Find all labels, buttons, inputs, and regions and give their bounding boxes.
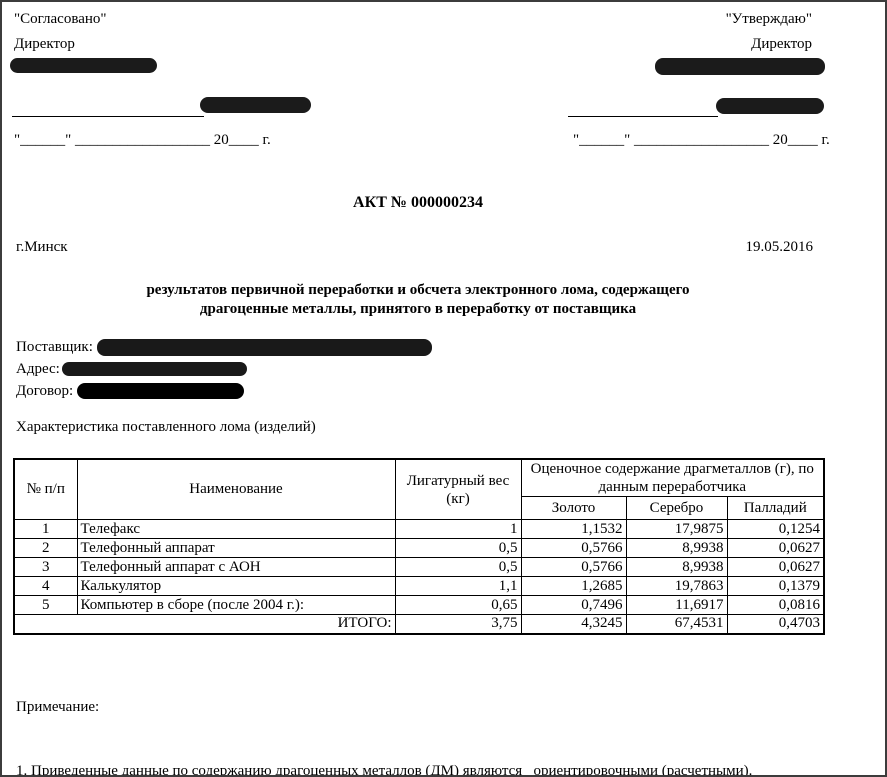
cell-palladium: 0,0627: [726, 538, 825, 558]
address-redaction-bar: [61, 362, 247, 376]
cell-name: Телефонный аппарат с АОН: [76, 557, 396, 577]
total-weight: 3,75: [394, 614, 522, 634]
table-row: 3 Телефонный аппарат с АОН 0,5 0,5766 8,…: [13, 557, 825, 577]
col-header-num: № п/п: [13, 458, 78, 520]
signature-line-right: [568, 102, 718, 117]
signature-header: "Согласовано" Директор "______" ________…: [2, 2, 885, 162]
redaction-bar-right-position: [716, 98, 824, 114]
cell-silver: 19,7863: [625, 576, 728, 596]
cell-gold: 1,1532: [520, 519, 627, 539]
city-label: г.Минск: [16, 239, 68, 255]
cell-name: Компьютер в сборе (после 2004 г.):: [76, 595, 396, 615]
date-blank-right: "______" __________________ 20____ г.: [573, 132, 830, 148]
cell-gold: 0,5766: [520, 557, 627, 577]
cell-gold: 0,7496: [520, 595, 627, 615]
cell-num: 4: [13, 576, 78, 596]
col-header-weight: Лигатурный вес (кг): [394, 458, 522, 520]
cell-silver: 17,9875: [625, 519, 728, 539]
note-line-1: 1. Приведенные данные по содержанию драг…: [16, 763, 753, 777]
cell-silver: 8,9938: [625, 538, 728, 558]
col-header-metals-group: Оценочное содержание драгметаллов (г), п…: [520, 458, 825, 497]
redaction-bar-left-name: [10, 58, 157, 73]
cell-palladium: 0,1379: [726, 576, 825, 596]
cell-palladium: 0,0816: [726, 595, 825, 615]
table-caption: Характеристика поставленного лома (издел…: [16, 419, 316, 435]
cell-num: 1: [13, 519, 78, 539]
date-blank-left: "______" __________________ 20____ г.: [14, 132, 271, 148]
cell-silver: 11,6917: [625, 595, 728, 615]
address-label: Адрес:: [16, 360, 60, 377]
notes-title: Примечание:: [16, 698, 100, 715]
cell-num: 5: [13, 595, 78, 615]
cell-weight: 0,5: [394, 538, 522, 558]
col-header-palladium: Палладий: [726, 496, 825, 520]
contract-label: Договор:: [16, 382, 74, 399]
table-header-row-2: Золото Серебро Палладий: [14, 496, 825, 520]
items-table: № п/п Наименование Лигатурный вес (кг) О…: [13, 458, 826, 635]
total-silver: 67,4531: [625, 614, 728, 634]
contract-redaction-bar: [77, 383, 245, 399]
director-label-right: Директор: [751, 36, 812, 52]
supplier-line: Поставщик:: [16, 336, 885, 358]
cell-num: 3: [13, 557, 78, 577]
act-description: результатов первичной переработки и обсч…: [13, 281, 823, 319]
description-line-2: драгоценные металлы, принятого в перераб…: [199, 301, 637, 317]
contract-line: Договор:: [16, 380, 885, 402]
total-label: ИТОГО:: [13, 614, 396, 634]
total-gold: 4,3245: [520, 614, 627, 634]
cell-name: Телефонный аппарат: [76, 538, 396, 558]
act-title: АКТ № 000000234: [353, 194, 483, 211]
cell-gold: 1,2685: [520, 576, 627, 596]
cell-name: Телефакс: [76, 519, 396, 539]
description-line-1: результатов первичной переработки и обсч…: [146, 282, 690, 298]
table-row: 1 Телефакс 1 1,1532 17,9875 0,1254: [13, 519, 825, 539]
cell-weight: 0,65: [394, 595, 522, 615]
cell-num: 2: [13, 538, 78, 558]
total-palladium: 0,4703: [726, 614, 825, 634]
signature-line-left: [12, 102, 204, 117]
parties-block: Поставщик: Адрес: Договор:: [16, 336, 885, 402]
director-label-left: Директор: [14, 36, 75, 52]
city-date-row: г.Минск 19.05.2016: [2, 239, 885, 256]
cell-name: Калькулятор: [76, 576, 396, 596]
table-row: 5 Компьютер в сборе (после 2004 г.): 0,6…: [13, 595, 825, 615]
document-date: 19.05.2016: [745, 239, 814, 255]
table-row: 2 Телефонный аппарат 0,5 0,5766 8,9938 0…: [13, 538, 825, 558]
col-header-name: Наименование: [76, 458, 396, 520]
table-row: 4 Калькулятор 1,1 1,2685 19,7863 0,1379: [13, 576, 825, 596]
col-header-gold: Золото: [520, 496, 627, 520]
redaction-bar-left-position: [200, 97, 311, 113]
table-total-row: ИТОГО: 3,75 4,3245 67,4531 0,4703: [13, 614, 825, 634]
cell-silver: 8,9938: [625, 557, 728, 577]
cell-weight: 0,5: [394, 557, 522, 577]
cell-gold: 0,5766: [520, 538, 627, 558]
supplier-redaction-bar: [96, 338, 432, 356]
cell-palladium: 0,0627: [726, 557, 825, 577]
notes-block: Примечание: 1. Приведенные данные по сод…: [16, 654, 885, 777]
table-header-row-1: № п/п Наименование Лигатурный вес (кг) О…: [13, 458, 825, 520]
approve-label: "Утверждаю": [725, 11, 812, 27]
redaction-bar-right-name: [655, 58, 825, 75]
cell-weight: 1: [394, 519, 522, 539]
address-line: Адрес:: [16, 358, 885, 380]
agreed-label: "Согласовано": [14, 11, 107, 27]
cell-palladium: 0,1254: [726, 519, 825, 539]
col-header-silver: Серебро: [625, 496, 728, 520]
supplier-label: Поставщик:: [16, 338, 93, 355]
cell-weight: 1,1: [394, 576, 522, 596]
